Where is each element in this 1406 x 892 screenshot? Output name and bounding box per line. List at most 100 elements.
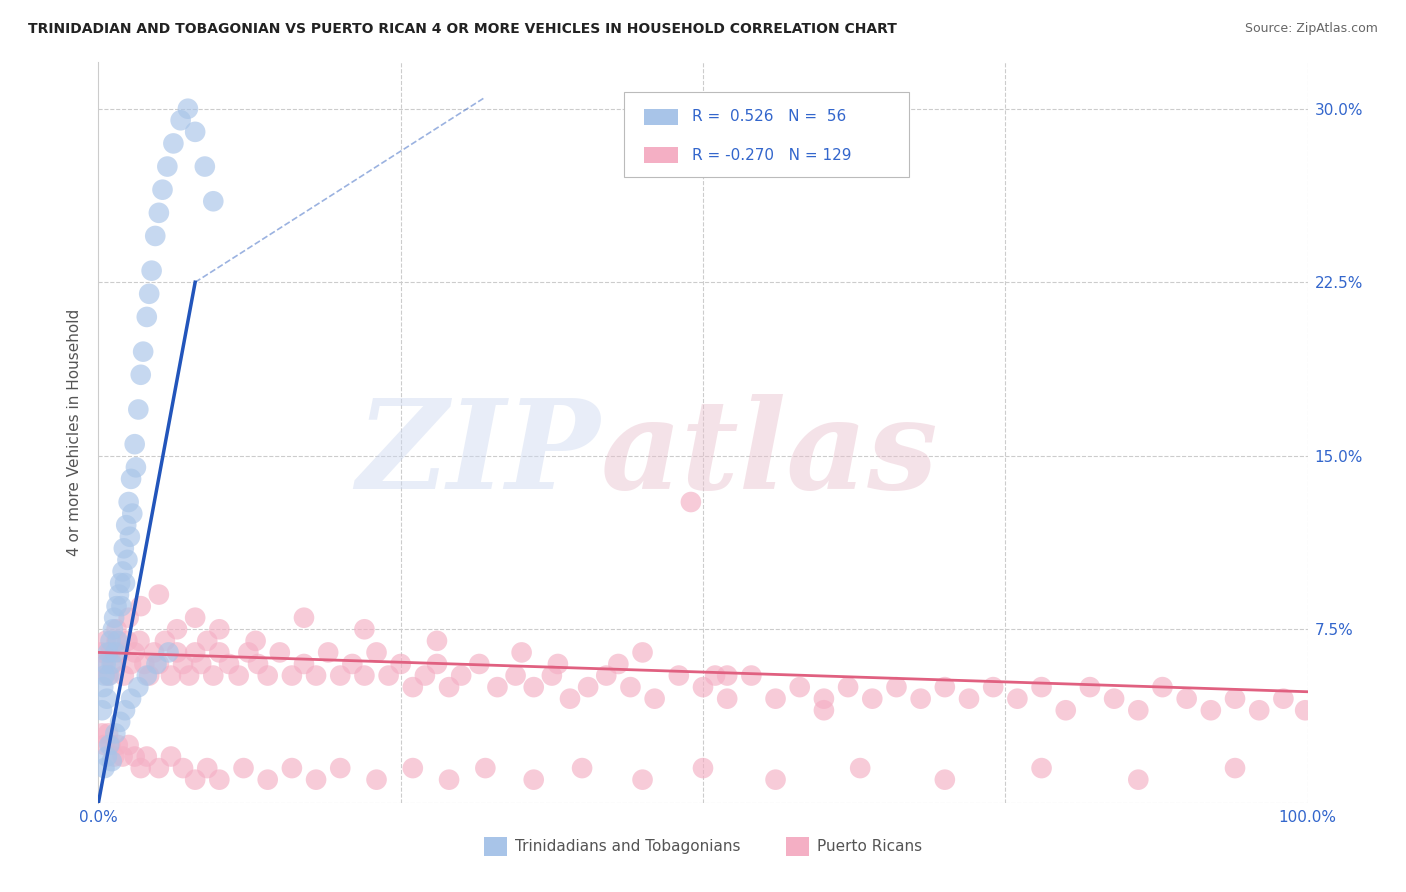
Point — [704, 668, 727, 682]
Point — [97, 668, 120, 682]
Point — [148, 206, 170, 220]
Point — [1272, 691, 1295, 706]
Point — [413, 668, 436, 682]
Point — [118, 530, 141, 544]
Point — [111, 749, 134, 764]
Point — [789, 680, 811, 694]
Point — [93, 668, 115, 682]
Point — [631, 772, 654, 787]
Point — [114, 703, 136, 717]
Point — [668, 668, 690, 682]
Point — [1223, 761, 1246, 775]
Point — [523, 772, 546, 787]
Point — [190, 657, 212, 671]
Point — [402, 761, 425, 775]
Point — [1007, 691, 1029, 706]
Point — [97, 645, 120, 659]
Point — [505, 668, 527, 682]
Point — [145, 657, 167, 671]
Point — [120, 657, 142, 671]
Point — [644, 691, 666, 706]
Point — [135, 668, 157, 682]
Point — [108, 576, 131, 591]
Point — [91, 726, 114, 740]
Point — [426, 633, 449, 648]
Point — [860, 691, 883, 706]
Point — [631, 645, 654, 659]
Point — [1078, 680, 1101, 694]
Point — [107, 633, 129, 648]
Text: R = -0.270   N = 129: R = -0.270 N = 129 — [692, 148, 852, 162]
Point — [305, 772, 328, 787]
Point — [104, 726, 127, 740]
Point — [576, 680, 599, 694]
Point — [152, 183, 174, 197]
Text: TRINIDADIAN AND TOBAGONIAN VS PUERTO RICAN 4 OR MORE VEHICLES IN HOUSEHOLD CORRE: TRINIDADIAN AND TOBAGONIAN VS PUERTO RIC… — [28, 22, 897, 37]
Point — [1152, 680, 1174, 694]
Point — [129, 368, 152, 382]
Point — [141, 263, 163, 277]
Point — [93, 761, 115, 775]
Point — [169, 113, 191, 128]
Point — [104, 645, 127, 659]
Point — [329, 668, 352, 682]
Point — [208, 772, 231, 787]
Point — [127, 680, 149, 694]
FancyBboxPatch shape — [624, 92, 908, 178]
Point — [402, 680, 425, 694]
Point — [94, 657, 117, 671]
Point — [132, 344, 155, 359]
Point — [108, 645, 131, 659]
Point — [389, 657, 412, 671]
Point — [437, 772, 460, 787]
Point — [607, 657, 630, 671]
Point — [184, 772, 207, 787]
Point — [100, 754, 122, 768]
Point — [292, 610, 315, 624]
Point — [100, 738, 122, 752]
Y-axis label: 4 or more Vehicles in Household: 4 or more Vehicles in Household — [67, 309, 83, 557]
Point — [1031, 761, 1053, 775]
Point — [97, 726, 120, 740]
Point — [118, 738, 141, 752]
Point — [148, 657, 170, 671]
Point — [108, 588, 131, 602]
Point — [143, 229, 166, 244]
Point — [934, 772, 956, 787]
Point — [96, 749, 118, 764]
Point — [208, 645, 231, 659]
Point — [716, 668, 738, 682]
Point — [105, 633, 128, 648]
Point — [765, 691, 787, 706]
Point — [156, 160, 179, 174]
Point — [98, 738, 121, 752]
Point — [107, 738, 129, 752]
Point — [510, 645, 533, 659]
Point — [692, 680, 714, 694]
Point — [269, 645, 291, 659]
Point — [112, 541, 135, 556]
Point — [547, 657, 569, 671]
Point — [143, 645, 166, 659]
Point — [1294, 703, 1316, 717]
Point — [366, 772, 388, 787]
Text: R =  0.526   N =  56: R = 0.526 N = 56 — [692, 110, 846, 124]
Point — [128, 633, 150, 648]
Point — [281, 668, 304, 682]
Point — [103, 610, 125, 624]
Point — [179, 668, 201, 682]
Point — [114, 576, 136, 591]
Point — [194, 160, 217, 174]
Point — [111, 565, 134, 579]
Point — [121, 507, 143, 521]
Point — [172, 761, 194, 775]
Point — [813, 703, 835, 717]
Point — [120, 691, 142, 706]
Point — [100, 633, 122, 648]
Point — [366, 645, 388, 659]
Point — [1175, 691, 1198, 706]
Point — [716, 691, 738, 706]
Point — [177, 102, 200, 116]
Point — [91, 680, 114, 694]
Point — [765, 772, 787, 787]
